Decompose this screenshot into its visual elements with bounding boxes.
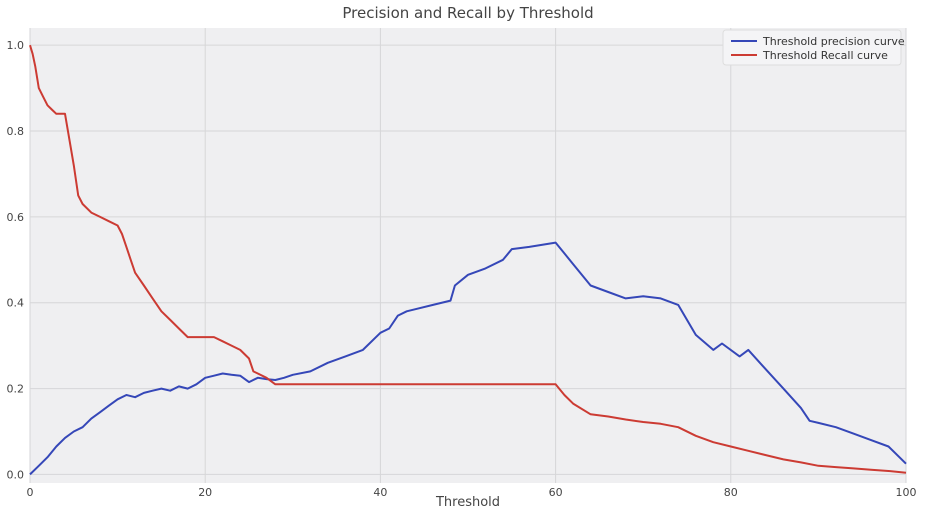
x-tick-label: 20: [198, 486, 212, 499]
y-tick-label: 0.6: [7, 211, 25, 224]
y-tick-label: 0.2: [7, 383, 25, 396]
x-tick-label: 40: [373, 486, 387, 499]
chart-title: Precision and Recall by Threshold: [342, 4, 593, 22]
legend-box: [722, 29, 902, 66]
series-line-precision: [29, 241, 907, 476]
plot-area: [30, 28, 906, 483]
series-lines: [29, 44, 907, 476]
legend-label: Threshold Recall curve: [762, 49, 888, 62]
y-tick-label: 0.8: [7, 125, 25, 138]
x-axis-label: Threshold: [435, 495, 500, 508]
series-line-recall: [29, 44, 907, 474]
y-tick-label: 0.4: [7, 297, 25, 310]
tick-labels: 0 20 40 60 80 100 0.0 0.2 0.4 0.6 0.8 1.0: [7, 39, 917, 499]
x-tick-label: 0: [27, 486, 34, 499]
y-tick-label: 1.0: [7, 39, 25, 52]
legend-label: Threshold precision curve: [762, 35, 905, 48]
grid-lines: [29, 28, 907, 483]
x-tick-label: 100: [896, 486, 917, 499]
x-tick-label: 60: [549, 486, 563, 499]
x-tick-label: 80: [724, 486, 738, 499]
y-tick-label: 0.0: [7, 468, 25, 481]
